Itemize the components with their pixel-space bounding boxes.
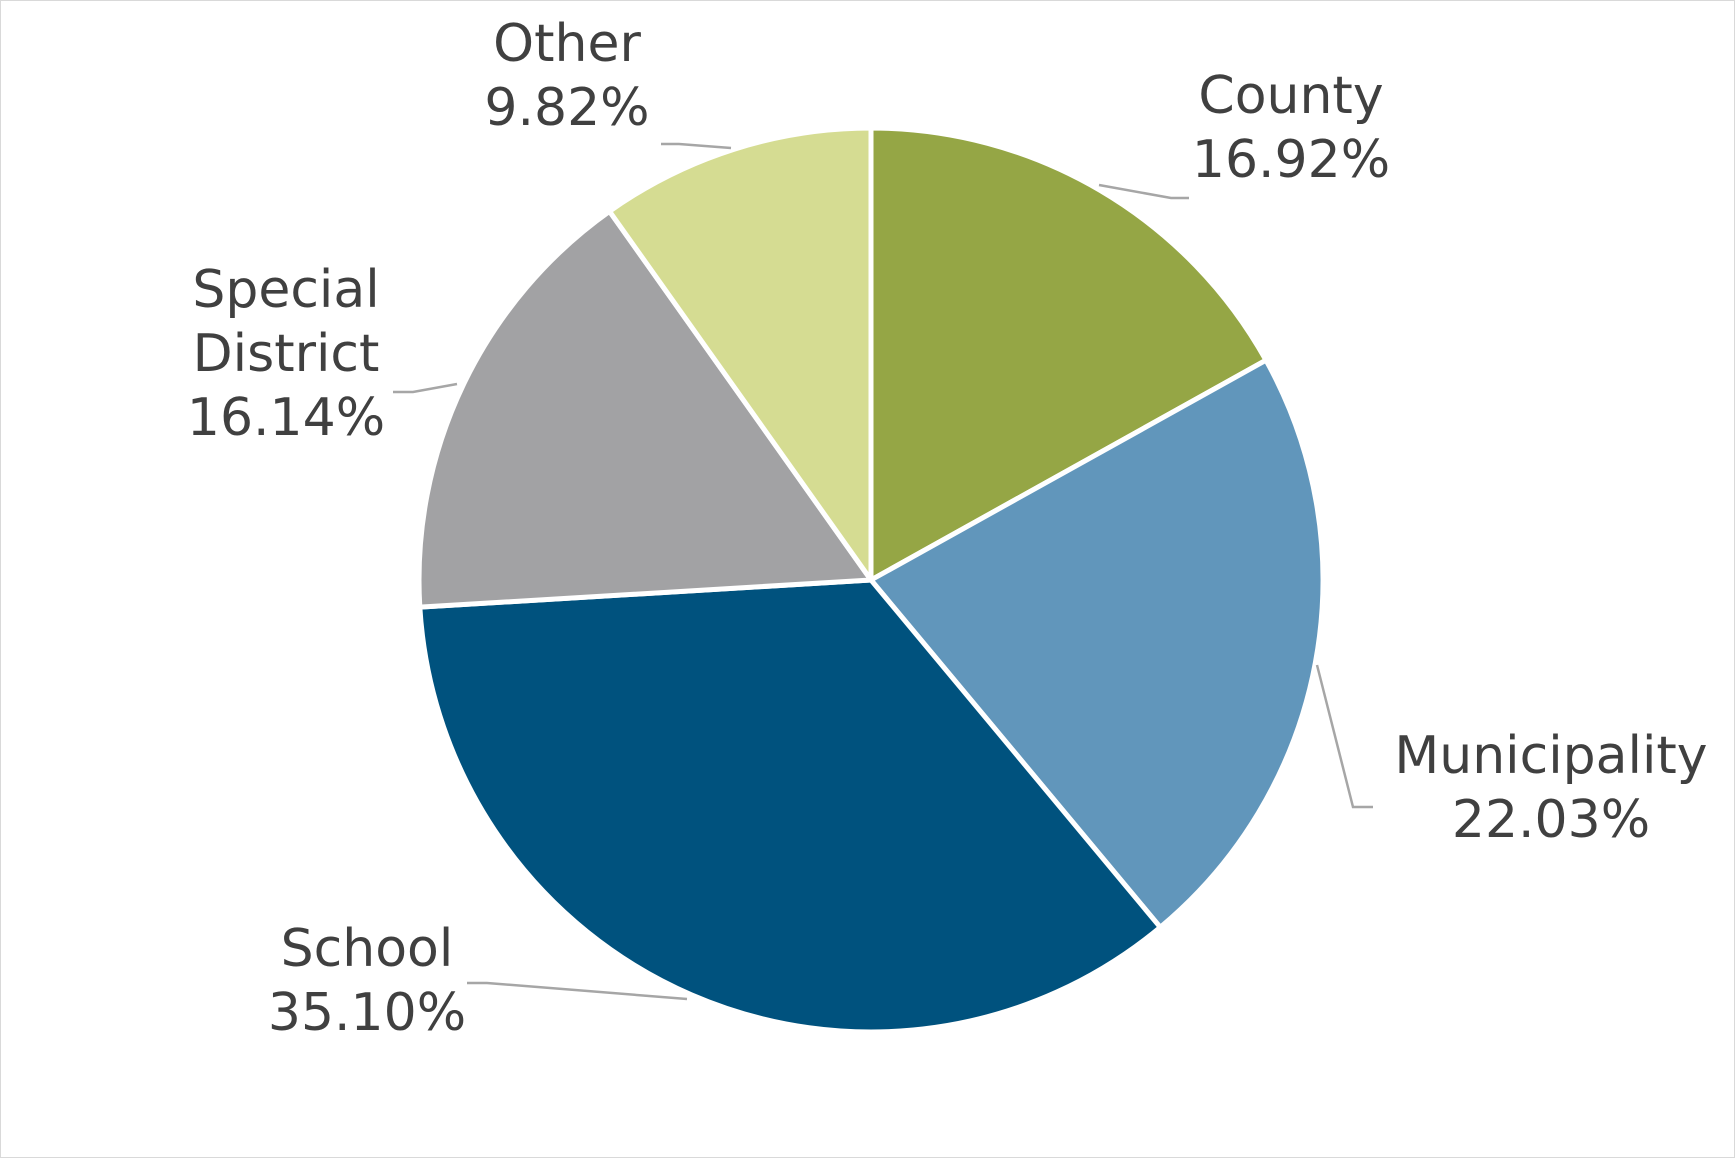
slice-category-label: Other: [493, 14, 641, 74]
slice-label-school: School 35.10%: [268, 919, 466, 1043]
slice-category-label: Municipality: [1394, 726, 1707, 786]
slice-category-label: District: [193, 324, 380, 384]
pie-slice-special-district: [416, 208, 874, 610]
pie-slice-other: [606, 125, 874, 583]
slice-category-label: School: [281, 919, 454, 979]
slice-label-county: County 16.92%: [1192, 66, 1390, 190]
leader-line-special-district: [393, 382, 458, 394]
leader-line-other: [661, 142, 732, 150]
pie-slice-school: [417, 577, 1163, 1035]
leader-line-school: [467, 981, 688, 1001]
slice-value-label: 35.10%: [268, 983, 466, 1043]
slice-value-label: 16.92%: [1192, 130, 1390, 190]
slice-value-label: 16.14%: [187, 388, 385, 448]
slice-label-special-district: Special District 16.14%: [187, 260, 385, 448]
slice-value-label: 22.03%: [1452, 790, 1650, 850]
leader-line-county: [1098, 183, 1189, 200]
pie-slice-municipality: [868, 357, 1326, 930]
slice-label-other: Other 9.82%: [484, 14, 649, 138]
pie-slice-county: [868, 125, 1269, 583]
pie-slices: [416, 125, 1326, 1035]
slice-category-label: County: [1198, 66, 1383, 126]
slice-category-label: Special: [192, 260, 379, 320]
slice-labels: County 16.92% Municipality 22.03% School 35.1…: [187, 14, 1708, 1043]
leader-lines: [393, 142, 1373, 1001]
slice-value-label: 9.82%: [484, 78, 649, 138]
slice-label-municipality: Municipality 22.03%: [1394, 726, 1707, 850]
leader-line-municipality: [1315, 664, 1373, 809]
